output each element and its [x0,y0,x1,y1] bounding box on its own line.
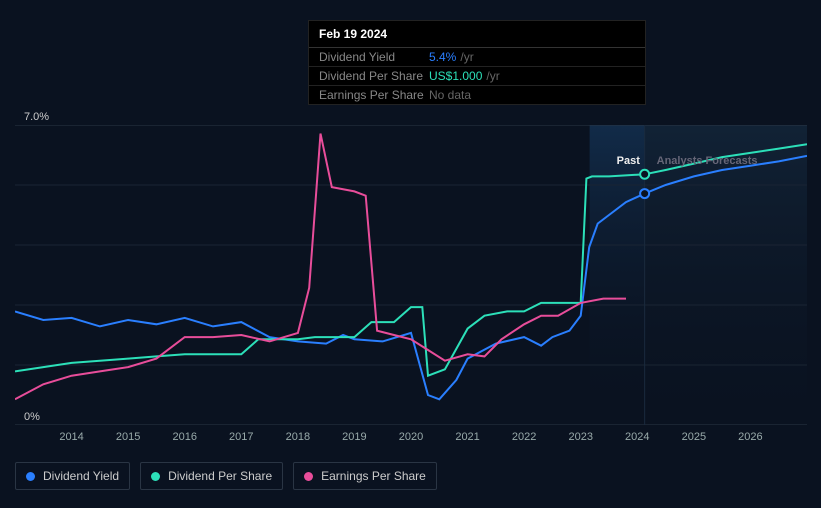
dividend-chart: Past Analysts Forecasts 7.0% 0% 2014 2015 2… [15,105,807,455]
tooltip-row-value: 5.4%/yr [429,50,474,64]
x-axis-label: 2016 [172,431,196,443]
tooltip-row-label: Dividend Per Share [319,69,429,83]
x-axis-label: 2025 [682,431,706,443]
legend-dot [26,472,35,481]
y-axis-label: 0% [24,411,40,423]
tooltip-row-label: Dividend Yield [319,50,429,64]
chart-legend: Dividend Yield Dividend Per Share Earnings… [15,462,437,490]
legend-item[interactable]: Dividend Yield [15,462,130,490]
tooltip-row-value: US$1.000/yr [429,69,500,83]
legend-dot [151,472,160,481]
legend-label: Dividend Per Share [168,469,272,483]
x-axis-label: 2020 [399,431,423,443]
tooltip-row-label: Earnings Per Share [319,88,429,102]
chart-svg [15,125,807,425]
legend-item[interactable]: Earnings Per Share [293,462,437,490]
tooltip-row-value: No data [429,88,471,102]
past-section-label: Past [617,155,640,167]
forecast-section-label: Analysts Forecasts [657,155,758,167]
legend-label: Earnings Per Share [321,469,426,483]
tooltip-row: Dividend Yield5.4%/yr [309,48,645,67]
x-axis-label: 2018 [286,431,310,443]
x-axis-label: 2023 [568,431,592,443]
x-axis-label: 2022 [512,431,536,443]
x-axis-label: 2015 [116,431,140,443]
x-axis-label: 2021 [455,431,479,443]
tooltip-date: Feb 19 2024 [309,21,645,48]
tooltip-row: Dividend Per ShareUS$1.000/yr [309,67,645,86]
legend-label: Dividend Yield [43,469,119,483]
tooltip-row: Earnings Per ShareNo data [309,86,645,104]
plot-area[interactable]: Past Analysts Forecasts [15,125,807,425]
legend-item[interactable]: Dividend Per Share [140,462,283,490]
legend-dot [304,472,313,481]
y-axis-label: 7.0% [24,111,49,123]
x-axis-label: 2019 [342,431,366,443]
x-axis-label: 2017 [229,431,253,443]
x-axis-label: 2024 [625,431,649,443]
x-axis-label: 2026 [738,431,762,443]
x-axis-label: 2014 [59,431,83,443]
chart-tooltip: Feb 19 2024 Dividend Yield5.4%/yrDividen… [308,20,646,105]
